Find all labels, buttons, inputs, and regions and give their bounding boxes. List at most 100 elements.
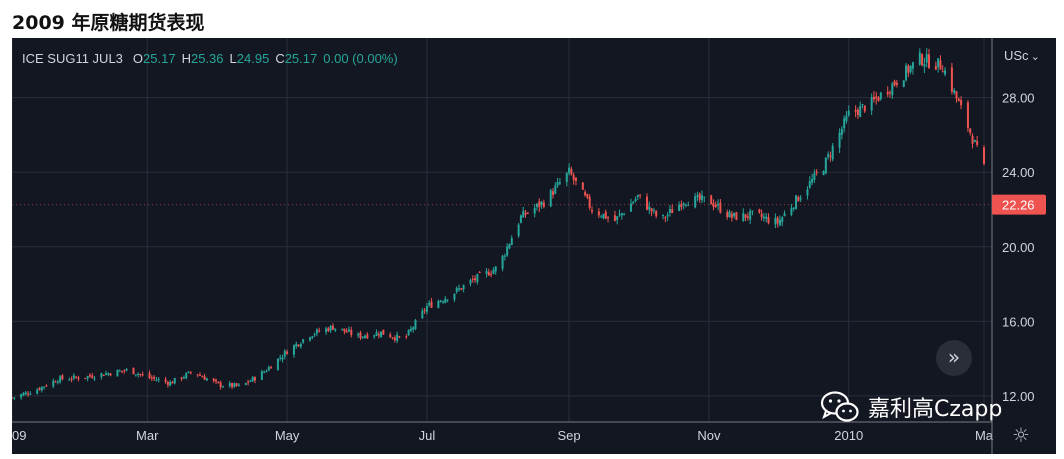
candle bbox=[299, 344, 302, 347]
candle bbox=[891, 83, 894, 96]
candle bbox=[469, 280, 472, 284]
y-tick-label: 12.00 bbox=[1002, 389, 1035, 404]
candle bbox=[696, 195, 699, 197]
candle bbox=[831, 145, 834, 160]
chevron-down-icon: ⌄ bbox=[1030, 51, 1040, 63]
candle bbox=[437, 301, 440, 308]
candle bbox=[863, 105, 866, 112]
candle bbox=[889, 92, 892, 94]
candle bbox=[72, 375, 75, 379]
candle bbox=[182, 377, 185, 379]
candle bbox=[27, 393, 30, 395]
candle bbox=[843, 118, 846, 129]
candle bbox=[373, 335, 376, 337]
candle bbox=[104, 373, 107, 375]
candle bbox=[749, 210, 752, 220]
candle bbox=[790, 208, 793, 215]
candle bbox=[877, 97, 880, 101]
candle bbox=[535, 203, 538, 207]
candle bbox=[558, 182, 561, 184]
candle bbox=[212, 378, 215, 382]
candle bbox=[957, 98, 960, 102]
chart-panel[interactable]: 12.00 16.00 20.00 24.00 28.00 09 Mar May Jul Sep N… bbox=[12, 38, 1056, 454]
candle bbox=[666, 214, 669, 217]
change-value: 0.00 (0.00%) bbox=[323, 51, 398, 66]
candle bbox=[751, 210, 754, 212]
candle bbox=[263, 371, 266, 373]
last-price-badge bbox=[992, 194, 1046, 215]
candle bbox=[797, 196, 800, 202]
candle bbox=[455, 288, 458, 292]
candle bbox=[584, 192, 587, 196]
candle bbox=[54, 381, 57, 383]
candle bbox=[960, 100, 963, 106]
candle bbox=[180, 377, 183, 380]
candle bbox=[462, 285, 465, 290]
candle bbox=[189, 372, 192, 374]
open-value: 25.17 bbox=[143, 51, 176, 66]
candle bbox=[760, 213, 763, 218]
candle bbox=[91, 375, 94, 378]
candle bbox=[441, 301, 444, 303]
candle bbox=[941, 71, 944, 73]
candle bbox=[847, 110, 850, 116]
candle bbox=[247, 381, 250, 383]
candle bbox=[492, 269, 495, 274]
candle bbox=[494, 266, 497, 272]
candle bbox=[568, 167, 571, 174]
candle bbox=[503, 255, 506, 257]
x-tick-label: Sep bbox=[557, 428, 580, 443]
candle bbox=[597, 211, 600, 216]
candle bbox=[297, 344, 300, 347]
candle bbox=[478, 272, 481, 274]
candle bbox=[423, 309, 426, 311]
candle bbox=[375, 332, 378, 336]
candle bbox=[581, 182, 584, 190]
candle bbox=[77, 377, 80, 380]
candle bbox=[366, 334, 369, 339]
candle bbox=[758, 209, 761, 213]
candle bbox=[235, 383, 238, 386]
candle bbox=[508, 243, 511, 249]
settings-gear-icon[interactable]: ☼ bbox=[1012, 423, 1030, 447]
candle bbox=[350, 330, 353, 336]
candle bbox=[806, 189, 809, 196]
candle bbox=[953, 90, 956, 93]
candle bbox=[164, 379, 167, 382]
currency-selector[interactable]: USc ⌄ bbox=[1004, 48, 1040, 63]
candle bbox=[538, 201, 541, 208]
candle bbox=[116, 369, 119, 377]
candle bbox=[59, 376, 62, 383]
candle bbox=[944, 70, 947, 75]
candle bbox=[139, 374, 142, 376]
candle bbox=[283, 350, 286, 357]
candle bbox=[620, 213, 623, 216]
candle bbox=[969, 128, 972, 134]
candle bbox=[792, 207, 795, 209]
candle bbox=[570, 168, 573, 175]
candle bbox=[68, 379, 71, 381]
candle bbox=[762, 216, 765, 219]
candle bbox=[36, 389, 39, 394]
candle bbox=[421, 310, 424, 319]
candlestick-chart[interactable]: 12.00 16.00 20.00 24.00 28.00 09 Mar May Jul Sep N… bbox=[12, 38, 1056, 454]
candle bbox=[430, 301, 433, 308]
candle bbox=[717, 203, 720, 206]
candle bbox=[684, 204, 687, 206]
candle bbox=[292, 345, 295, 355]
candle bbox=[43, 386, 46, 388]
candle bbox=[265, 371, 268, 373]
candle bbox=[237, 384, 240, 386]
currency-label: USc bbox=[1004, 48, 1029, 63]
candle bbox=[327, 328, 330, 332]
scroll-to-realtime-button[interactable]: » bbox=[936, 340, 972, 376]
candle bbox=[776, 217, 779, 224]
candle bbox=[950, 67, 953, 92]
candle bbox=[783, 213, 786, 217]
candle bbox=[506, 246, 509, 256]
candle bbox=[187, 371, 190, 373]
candle bbox=[895, 82, 898, 86]
candle bbox=[123, 370, 126, 372]
candle bbox=[169, 381, 172, 386]
candle bbox=[909, 65, 912, 72]
